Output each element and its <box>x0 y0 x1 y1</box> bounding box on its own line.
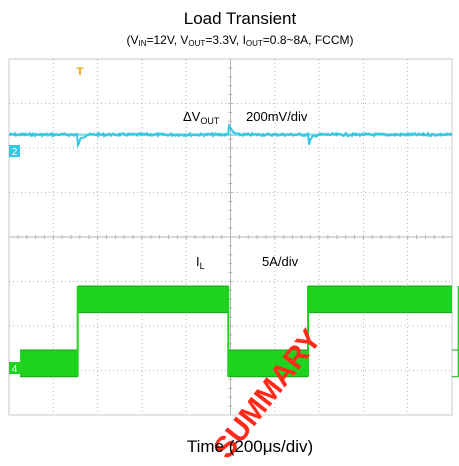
chart-title: Load Transient <box>184 9 297 28</box>
il-low-segment <box>20 350 78 377</box>
il-channel-label: IL <box>196 254 205 271</box>
channel-marker-2: 2 <box>9 145 20 158</box>
il-high-segment <box>308 285 452 313</box>
channel-marker-4: 4 <box>9 362 20 375</box>
il-high-segment <box>77 285 229 313</box>
vout-scale-label: 200mV/div <box>246 109 308 124</box>
trigger-marker: T <box>77 66 84 78</box>
chart-subtitle: (VIN=12V, VOUT=3.3V, IOUT=0.8~8A, FCCM) <box>126 33 353 48</box>
svg-text:T: T <box>77 66 84 78</box>
svg-text:2: 2 <box>12 147 18 158</box>
svg-text:4: 4 <box>12 364 18 375</box>
il-low-segment <box>228 350 309 377</box>
x-axis-label: Time (200μs/div) <box>187 437 313 456</box>
vout-noise-band <box>9 133 452 136</box>
il-scale-label: 5A/div <box>262 254 299 269</box>
vout-channel-label: ΔVOUT <box>183 109 220 126</box>
traces <box>8 122 459 378</box>
